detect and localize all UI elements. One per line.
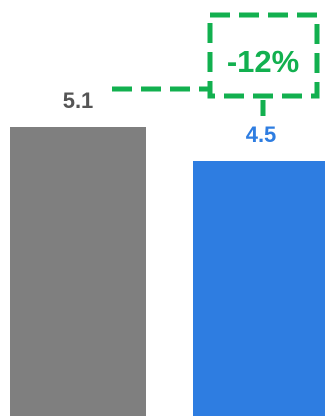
bar-after <box>193 161 325 416</box>
data-label-before: 5.1 <box>63 88 94 113</box>
bar-before <box>10 127 146 416</box>
change-annotation-label: -12% <box>227 44 299 79</box>
change-annotation-box <box>207 12 320 99</box>
data-label-after: 4.5 <box>246 122 277 147</box>
